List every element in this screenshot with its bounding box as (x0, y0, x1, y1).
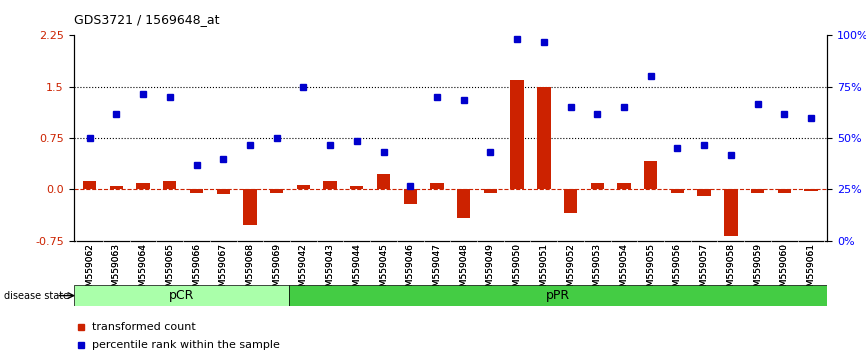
Text: GSM559048: GSM559048 (459, 243, 469, 298)
Bar (697, 189, 711, 196)
Text: GSM559058: GSM559058 (727, 243, 735, 298)
Bar (591, 183, 604, 189)
Text: GSM559045: GSM559045 (379, 243, 388, 298)
Bar (110, 186, 123, 189)
Bar (484, 189, 497, 193)
Bar (778, 189, 791, 193)
Text: GSM559049: GSM559049 (486, 243, 494, 298)
Text: GSM559056: GSM559056 (673, 243, 682, 298)
Text: GSM559046: GSM559046 (406, 243, 415, 298)
Text: GSM559048: GSM559048 (459, 243, 469, 298)
Bar (564, 189, 578, 213)
Bar (671, 189, 684, 193)
Text: GSM559059: GSM559059 (753, 243, 762, 298)
Text: disease state: disease state (4, 291, 69, 301)
Text: GSM559065: GSM559065 (165, 243, 174, 298)
Text: transformed count: transformed count (93, 322, 197, 332)
Text: GSM559045: GSM559045 (379, 243, 388, 298)
Text: GSM559058: GSM559058 (727, 243, 735, 298)
FancyBboxPatch shape (289, 285, 827, 306)
Text: GSM559059: GSM559059 (753, 243, 762, 298)
Text: GSM559060: GSM559060 (779, 243, 789, 298)
Text: GSM559061: GSM559061 (806, 243, 816, 298)
Bar (510, 80, 524, 189)
Text: GSM559043: GSM559043 (326, 243, 334, 298)
Bar (216, 189, 229, 194)
Bar (457, 189, 470, 218)
Text: GSM559065: GSM559065 (165, 243, 174, 298)
Text: GSM559053: GSM559053 (592, 243, 602, 298)
Bar (404, 189, 417, 205)
Text: GSM559046: GSM559046 (406, 243, 415, 298)
Bar (323, 181, 337, 189)
Text: GSM559062: GSM559062 (85, 243, 94, 298)
Text: GSM559044: GSM559044 (352, 243, 361, 298)
Bar (644, 161, 657, 189)
Text: GSM559069: GSM559069 (272, 243, 281, 298)
Text: GSM559067: GSM559067 (219, 243, 228, 298)
Text: GSM559054: GSM559054 (619, 243, 629, 298)
Bar (724, 189, 738, 236)
Text: GSM559050: GSM559050 (513, 243, 521, 298)
Bar (270, 189, 283, 193)
Text: GSM559047: GSM559047 (432, 243, 442, 298)
Text: GSM559050: GSM559050 (513, 243, 521, 298)
Text: GSM559063: GSM559063 (112, 243, 121, 298)
Text: pCR: pCR (169, 289, 194, 302)
Text: GSM559061: GSM559061 (806, 243, 816, 298)
Bar (243, 189, 256, 225)
Text: GSM559066: GSM559066 (192, 243, 201, 298)
Text: GSM559069: GSM559069 (272, 243, 281, 298)
Text: GSM559043: GSM559043 (326, 243, 334, 298)
Bar (190, 189, 204, 193)
Bar (350, 186, 364, 189)
Text: GSM559047: GSM559047 (432, 243, 442, 298)
Text: GSM559052: GSM559052 (566, 243, 575, 298)
Bar (617, 183, 630, 189)
Text: GSM559068: GSM559068 (245, 243, 255, 298)
Bar (805, 189, 818, 192)
Text: GSM559042: GSM559042 (299, 243, 308, 298)
Bar (136, 183, 150, 189)
Text: GSM559067: GSM559067 (219, 243, 228, 298)
Bar (163, 181, 177, 189)
Text: GDS3721 / 1569648_at: GDS3721 / 1569648_at (74, 13, 219, 26)
Text: GSM559056: GSM559056 (673, 243, 682, 298)
Bar (297, 184, 310, 189)
Text: percentile rank within the sample: percentile rank within the sample (93, 340, 281, 350)
Text: GSM559068: GSM559068 (245, 243, 255, 298)
Bar (377, 174, 391, 189)
Text: pPR: pPR (546, 289, 570, 302)
Text: GSM559060: GSM559060 (779, 243, 789, 298)
Text: GSM559057: GSM559057 (700, 243, 708, 298)
Text: GSM559051: GSM559051 (540, 243, 548, 298)
Bar (537, 87, 551, 189)
Text: GSM559051: GSM559051 (540, 243, 548, 298)
Text: GSM559055: GSM559055 (646, 243, 656, 298)
Text: GSM559049: GSM559049 (486, 243, 494, 298)
Text: GSM559054: GSM559054 (619, 243, 629, 298)
Text: GSM559044: GSM559044 (352, 243, 361, 298)
Text: GSM559066: GSM559066 (192, 243, 201, 298)
Text: GSM559062: GSM559062 (85, 243, 94, 298)
Bar (751, 189, 764, 193)
Bar (83, 181, 96, 189)
Text: GSM559064: GSM559064 (139, 243, 147, 298)
Text: GSM559064: GSM559064 (139, 243, 147, 298)
Text: GSM559055: GSM559055 (646, 243, 656, 298)
Text: GSM559057: GSM559057 (700, 243, 708, 298)
Text: GSM559063: GSM559063 (112, 243, 121, 298)
Text: GSM559052: GSM559052 (566, 243, 575, 298)
FancyBboxPatch shape (74, 285, 289, 306)
Text: GSM559053: GSM559053 (592, 243, 602, 298)
Bar (430, 183, 443, 189)
Text: GSM559042: GSM559042 (299, 243, 308, 298)
